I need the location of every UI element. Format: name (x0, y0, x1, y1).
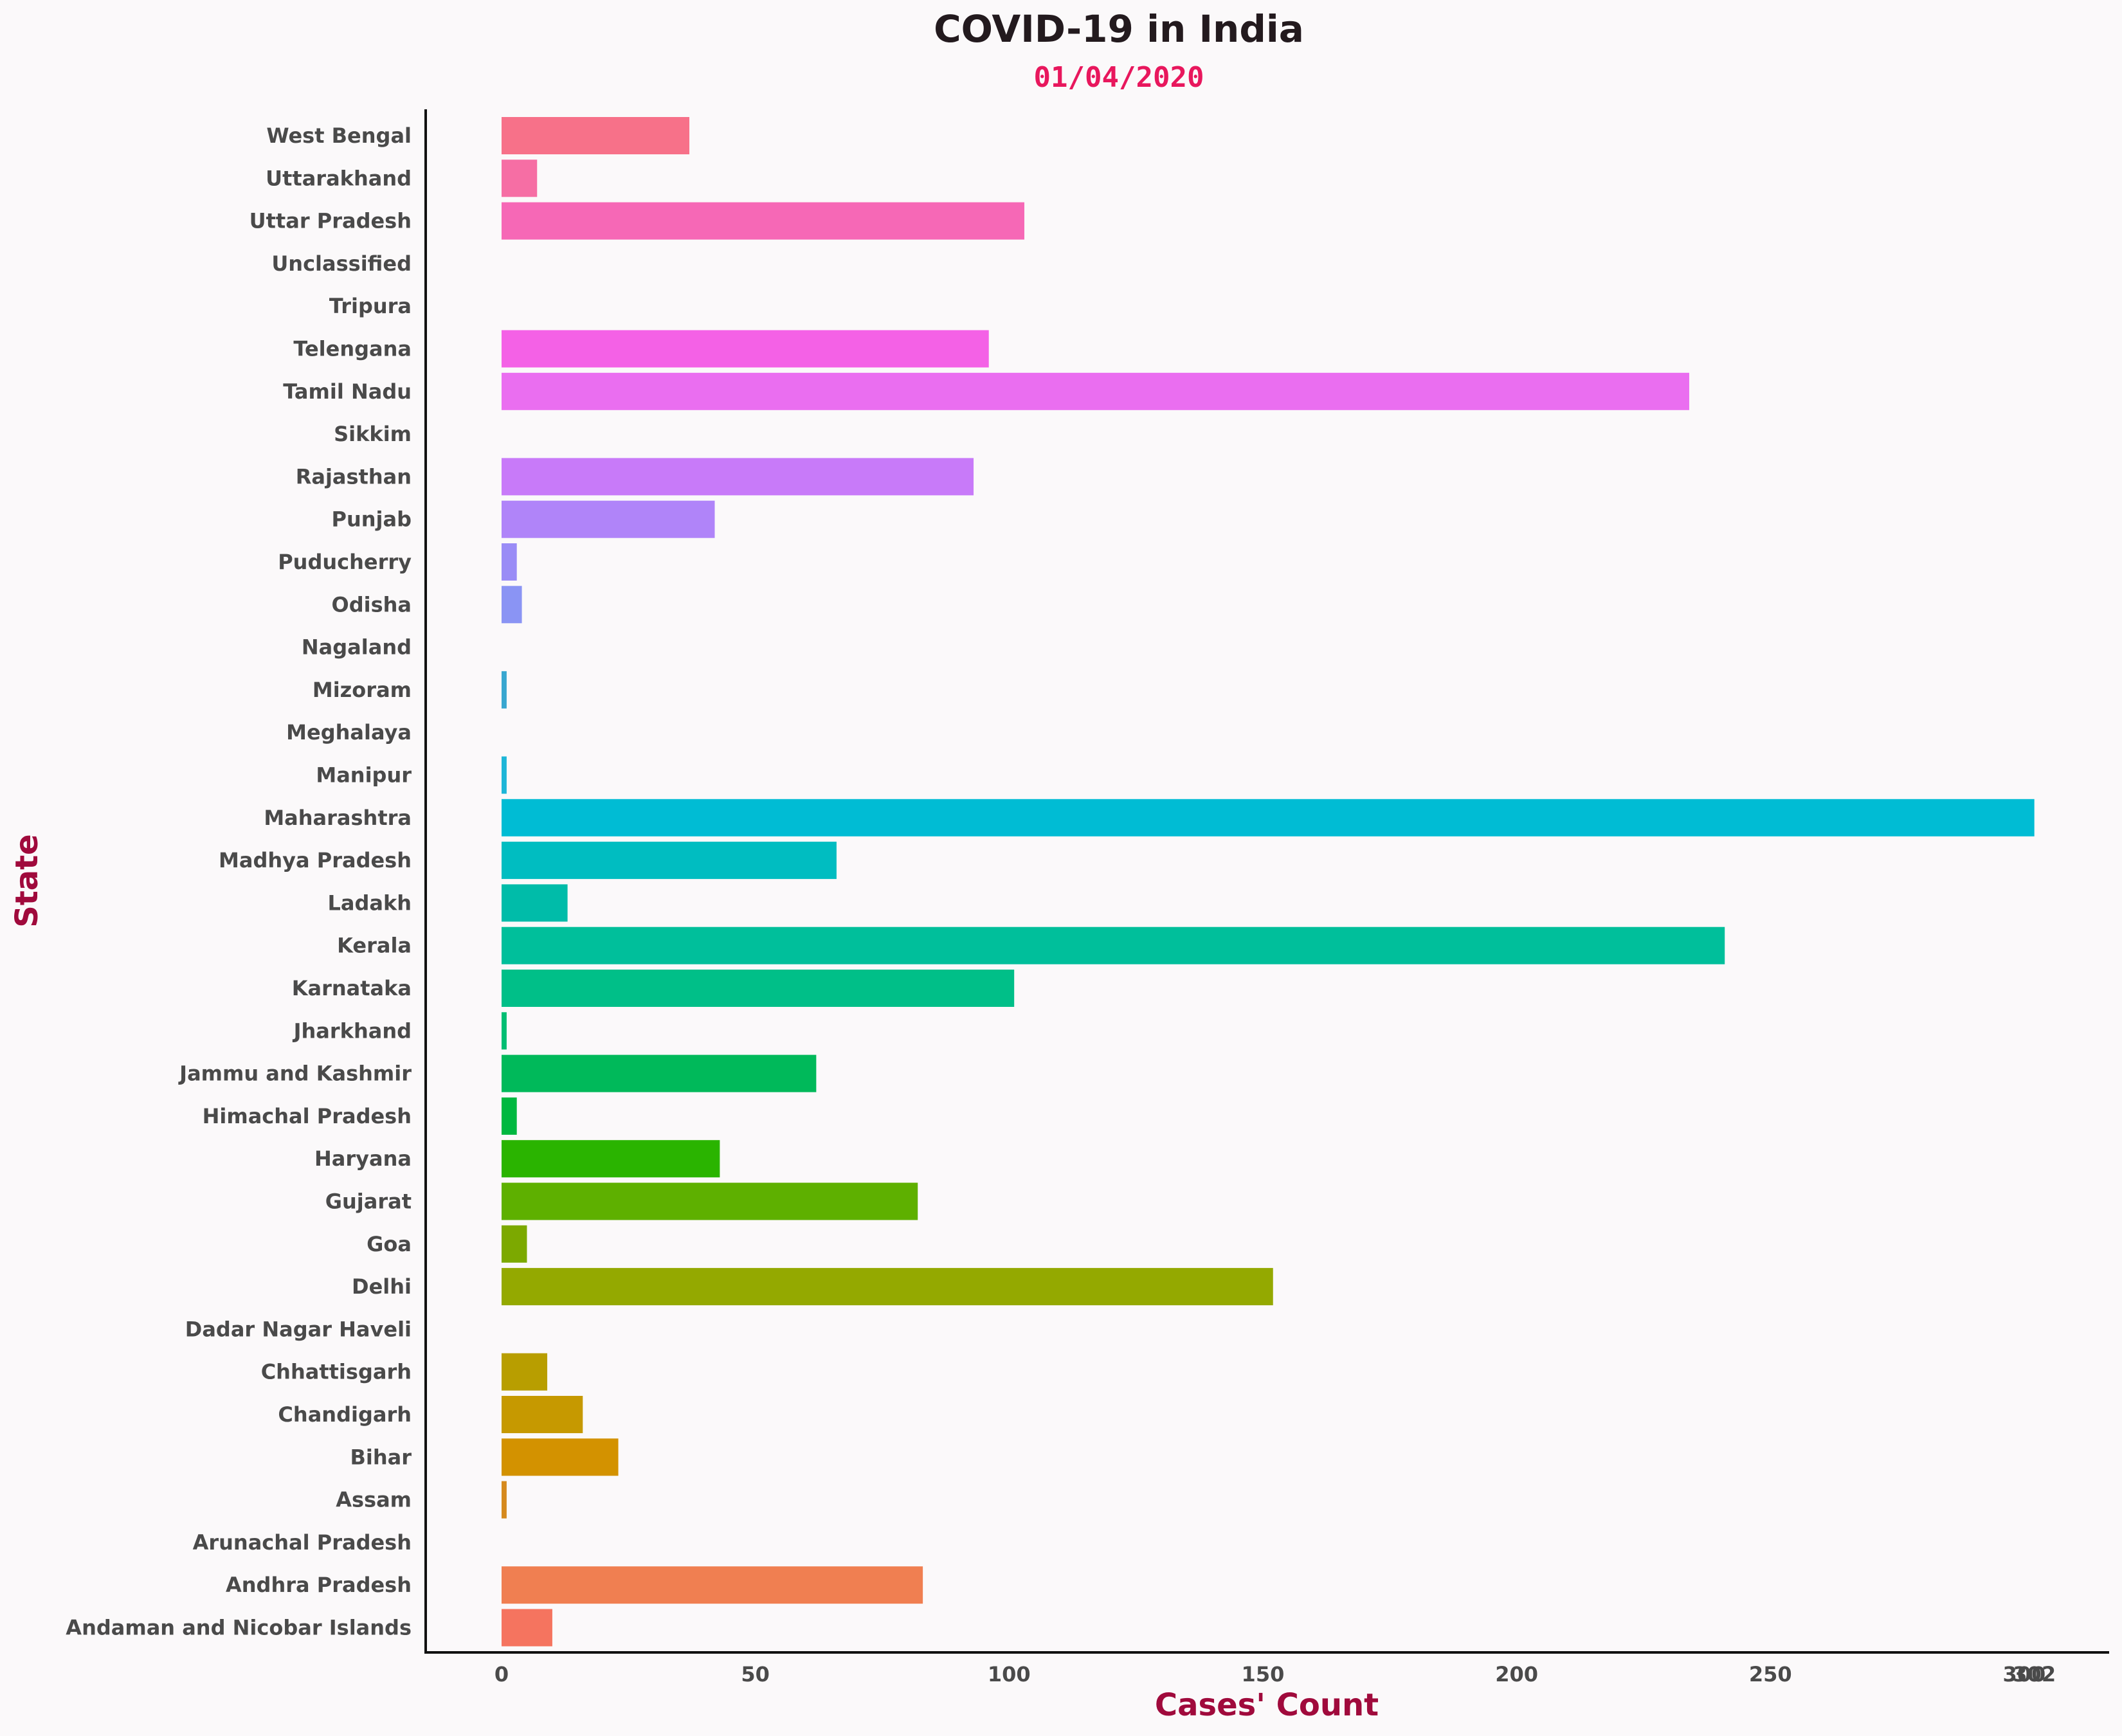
y-tick-label-uttarakhand: Uttarakhand (266, 166, 412, 190)
chart-subtitle: 01/04/2020 (1034, 61, 1204, 94)
y-tick-label-assam: Assam (336, 1488, 412, 1512)
bar-tamil-nadu (502, 372, 1689, 410)
y-tick-label-telengana: Telengana (293, 337, 412, 361)
y-tick-label-ladakh: Ladakh (327, 891, 412, 915)
y-tick-label-rajasthan: Rajasthan (296, 464, 412, 489)
y-tick-label-dadar-nagar-haveli: Dadar Nagar Haveli (185, 1317, 412, 1341)
bar-kerala (502, 927, 1725, 964)
y-axis-label: State (9, 834, 45, 927)
x-tick-label-250: 250 (1749, 1662, 1792, 1686)
bar-andaman-and-nicobar-islands (502, 1609, 552, 1647)
x-tick-label-0: 0 (494, 1662, 509, 1686)
bar-rajasthan (502, 458, 974, 496)
y-tick-label-karnataka: Karnataka (292, 976, 412, 1000)
y-tick-label-nagaland: Nagaland (302, 635, 412, 660)
y-tick-labels: West Bengal Uttarakhand Uttar Pradesh Uncla… (66, 123, 412, 1640)
bar-mizoram (502, 671, 507, 709)
y-tick-label-odisha: Odisha (332, 592, 412, 617)
x-tick-label-50: 50 (741, 1662, 770, 1686)
y-tick-label-andhra-pradesh: Andhra Pradesh (226, 1573, 412, 1597)
bar-chhattisgarh (502, 1353, 548, 1391)
y-tick-label-maharashtra: Maharashtra (264, 806, 412, 830)
y-tick-label-kerala: Kerala (337, 934, 412, 958)
y-tick-label-tamil-nadu: Tamil Nadu (283, 379, 412, 404)
bar-maharashtra (502, 799, 2035, 836)
y-tick-label-uttar-pradesh: Uttar Pradesh (249, 209, 412, 233)
y-tick-label-chhattisgarh: Chhattisgarh (261, 1360, 412, 1384)
bar-madhya-pradesh (502, 842, 837, 880)
y-tick-label-madhya-pradesh: Madhya Pradesh (219, 848, 412, 873)
bar-jharkhand (502, 1012, 507, 1050)
y-tick-label-manipur: Manipur (316, 763, 412, 788)
bar-haryana (502, 1140, 720, 1178)
y-tick-label-unclassified: Unclassified (271, 251, 412, 276)
y-tick-label-delhi: Delhi (352, 1274, 412, 1299)
y-tick-label-arunachal-pradesh: Arunachal Pradesh (193, 1530, 412, 1555)
bar-gujarat (502, 1182, 918, 1220)
bars-group (502, 117, 2035, 1647)
bar-karnataka (502, 970, 1015, 1007)
bar-punjab (502, 500, 715, 538)
bar-ladakh (502, 884, 568, 922)
y-tick-label-meghalaya: Meghalaya (286, 720, 412, 745)
bar-odisha (502, 586, 522, 624)
bar-himachal-pradesh (502, 1097, 517, 1135)
y-tick-label-sikkim: Sikkim (334, 422, 412, 446)
y-tick-label-andaman-and-nicobar-islands: Andaman and Nicobar Islands (66, 1616, 412, 1640)
bar-andhra-pradesh (502, 1566, 923, 1604)
bar-uttar-pradesh (502, 202, 1024, 240)
bar-uttarakhand (502, 159, 538, 197)
bar-west-bengal (502, 117, 690, 154)
y-tick-label-himachal-pradesh: Himachal Pradesh (203, 1104, 412, 1128)
bar-jammu-and-kashmir (502, 1054, 817, 1092)
bar-chandigarh (502, 1396, 583, 1433)
y-tick-label-jammu-and-kashmir: Jammu and Kashmir (178, 1062, 412, 1086)
y-tick-label-gujarat: Gujarat (325, 1189, 412, 1214)
bar-assam (502, 1481, 507, 1519)
y-tick-label-bihar: Bihar (350, 1445, 412, 1469)
bar-puducherry (502, 543, 517, 581)
y-tick-label-haryana: Haryana (314, 1146, 412, 1171)
bar-manipur (502, 756, 507, 794)
x-tick-label-200: 200 (1495, 1662, 1538, 1686)
bar-telengana (502, 330, 989, 368)
x-axis-label: Cases' Count (1155, 1687, 1379, 1723)
y-tick-label-tripura: Tripura (329, 294, 412, 318)
bar-delhi (502, 1268, 1273, 1306)
chart-title: COVID-19 in India (934, 7, 1304, 51)
y-tick-label-goa: Goa (367, 1232, 412, 1256)
x-tick-label-150: 150 (1242, 1662, 1285, 1686)
y-tick-label-jharkhand: Jharkhand (293, 1018, 412, 1043)
y-tick-label-puducherry: Puducherry (278, 550, 412, 574)
x-tick-label-300: 300 (2003, 1662, 2046, 1686)
y-tick-label-punjab: Punjab (332, 507, 412, 532)
x-tick-label-100: 100 (988, 1662, 1031, 1686)
y-tick-label-mizoram: Mizoram (313, 678, 412, 702)
y-tick-label-west-bengal: West Bengal (266, 123, 412, 148)
bar-goa (502, 1225, 527, 1263)
y-tick-label-chandigarh: Chandigarh (278, 1402, 412, 1427)
x-tick-label-302: 302 (2013, 1662, 2056, 1686)
bar-bihar (502, 1438, 619, 1476)
